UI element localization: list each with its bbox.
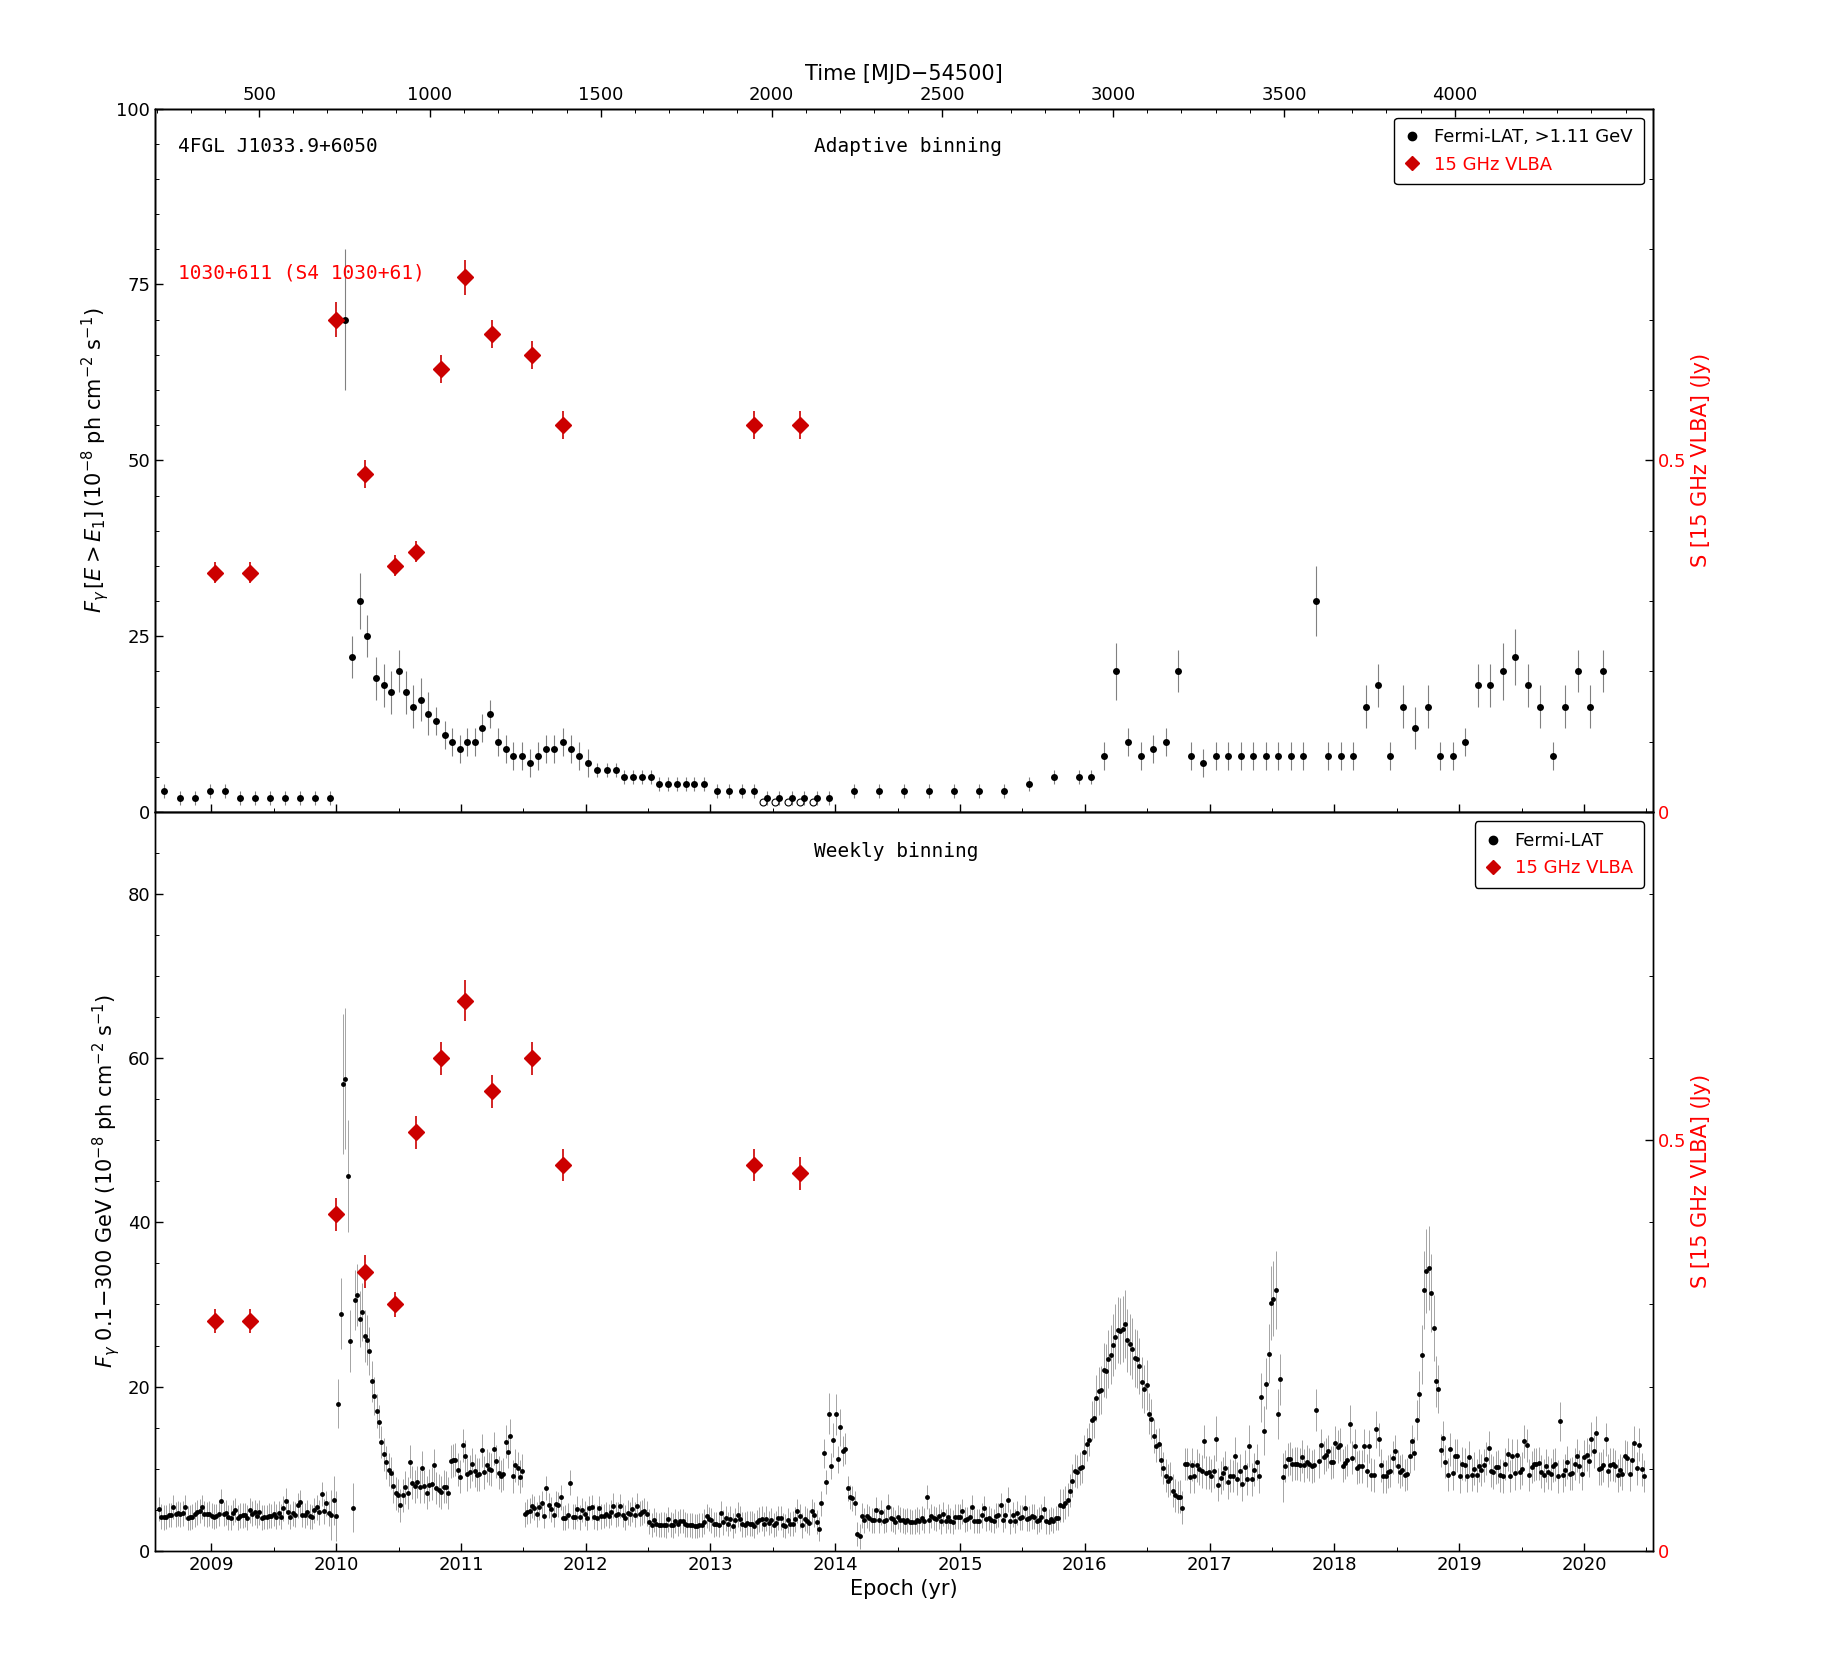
Legend: Fermi-LAT, >1.11 GeV, 15 GHz VLBA: Fermi-LAT, >1.11 GeV, 15 GHz VLBA <box>1395 117 1643 184</box>
Y-axis label: $F_\gamma\,[E>E_1]\,(10^{-8}$ ph cm$^{-2}$ s$^{-1})$: $F_\gamma\,[E>E_1]\,(10^{-8}$ ph cm$^{-2… <box>79 307 111 613</box>
Y-axis label: S [15 GHz VLBA] (Jy): S [15 GHz VLBA] (Jy) <box>1691 353 1711 568</box>
Y-axis label: $F_\gamma$ 0.1$-$300 GeV $(10^{-8}$ ph cm$^{-2}$ s$^{-1})$: $F_\gamma$ 0.1$-$300 GeV $(10^{-8}$ ph c… <box>89 994 122 1369</box>
Y-axis label: S [15 GHz VLBA] (Jy): S [15 GHz VLBA] (Jy) <box>1691 1074 1711 1288</box>
Text: Weekly binning: Weekly binning <box>814 842 979 861</box>
Legend: Fermi-LAT, 15 GHz VLBA: Fermi-LAT, 15 GHz VLBA <box>1475 820 1643 887</box>
Text: Adaptive binning: Adaptive binning <box>814 137 1002 155</box>
X-axis label: Time [MJD−54500]: Time [MJD−54500] <box>805 63 1002 84</box>
Text: 1030+611 (S4 1030+61): 1030+611 (S4 1030+61) <box>177 264 424 282</box>
Text: 4FGL J1033.9+6050: 4FGL J1033.9+6050 <box>177 137 378 155</box>
X-axis label: Epoch (yr): Epoch (yr) <box>851 1579 957 1599</box>
